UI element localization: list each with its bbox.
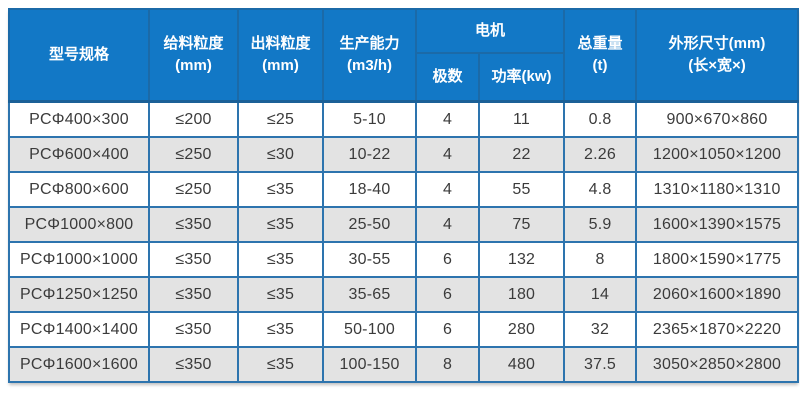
cell-model: PCΦ400×300 bbox=[8, 100, 150, 138]
cell-power: 132 bbox=[477, 241, 566, 278]
cell-weight: 8 bbox=[563, 241, 638, 278]
cell-dimensions: 1200×1050×1200 bbox=[635, 136, 800, 173]
table-row: PCΦ1400×1400 ≤350 ≤35 50-100 6 280 32 2365×1870… bbox=[8, 311, 800, 348]
cell-feed-size: ≤250 bbox=[148, 136, 239, 173]
cell-dimensions: 3050×2850×2800 bbox=[635, 346, 800, 383]
cell-model: PCΦ1000×800 bbox=[8, 206, 150, 243]
cell-weight: 14 bbox=[563, 276, 638, 313]
cell-output-size: ≤25 bbox=[237, 100, 324, 138]
cell-power: 75 bbox=[477, 206, 566, 243]
cell-model: PCΦ1400×1400 bbox=[8, 311, 150, 348]
cell-weight: 5.9 bbox=[563, 206, 638, 243]
cell-output-size: ≤35 bbox=[237, 346, 324, 383]
cell-capacity: 10-22 bbox=[322, 136, 417, 173]
cell-model: PCΦ800×600 bbox=[8, 171, 150, 208]
cell-feed-size: ≤200 bbox=[148, 100, 239, 138]
header-row-sub: 极数 功率(kw) bbox=[9, 52, 798, 103]
cell-feed-size: ≤350 bbox=[148, 276, 239, 313]
cell-poles: 6 bbox=[415, 276, 480, 313]
table-row: PCΦ600×400 ≤250 ≤30 10-22 4 22 2.26 1200×1050×1… bbox=[8, 136, 800, 173]
cell-power: 280 bbox=[477, 311, 566, 348]
cell-dimensions: 900×670×860 bbox=[635, 100, 800, 138]
table-row: PCΦ1600×1600 ≤350 ≤35 100-150 8 480 37.5 3050×2… bbox=[8, 346, 800, 383]
cell-feed-size: ≤250 bbox=[148, 171, 239, 208]
cell-capacity: 25-50 bbox=[322, 206, 417, 243]
cell-power: 55 bbox=[477, 171, 566, 208]
cell-model: PCΦ1000×1000 bbox=[8, 241, 150, 278]
cell-poles: 6 bbox=[415, 311, 480, 348]
cell-power: 480 bbox=[477, 346, 566, 383]
col-header-model: 型号规格 bbox=[8, 8, 150, 103]
cell-output-size: ≤35 bbox=[237, 171, 324, 208]
col-header-feed-size: 给料粒度 (mm) bbox=[148, 8, 239, 103]
cell-dimensions: 1310×1180×1310 bbox=[635, 171, 800, 208]
header-row-top: 型号规格 给料粒度 (mm) 出料粒度 (mm) 生产能力 (m3/h) 电机 … bbox=[8, 8, 800, 103]
col-header-poles: 极数 bbox=[415, 52, 480, 103]
cell-dimensions: 2060×1600×1890 bbox=[635, 276, 800, 313]
cell-output-size: ≤35 bbox=[237, 311, 324, 348]
col-header-motor: 电机 bbox=[414, 8, 566, 54]
cell-feed-size: ≤350 bbox=[148, 346, 239, 383]
cell-capacity: 30-55 bbox=[322, 241, 417, 278]
cell-capacity: 50-100 bbox=[322, 311, 417, 348]
table-row: PCΦ400×300 ≤200 ≤25 5-10 4 11 0.8 900×670×860 bbox=[8, 100, 800, 138]
col-header-power: 功率(kw) bbox=[477, 52, 566, 103]
cell-capacity: 5-10 bbox=[322, 100, 417, 138]
cell-poles: 8 bbox=[415, 346, 480, 383]
cell-feed-size: ≤350 bbox=[148, 311, 239, 348]
table-body: PCΦ400×300 ≤200 ≤25 5-10 4 11 0.8 900×670×860 PC… bbox=[8, 100, 800, 383]
table-row: PCΦ1000×800 ≤350 ≤35 25-50 4 75 5.9 1600×1390×1… bbox=[8, 206, 800, 243]
cell-weight: 32 bbox=[563, 311, 638, 348]
cell-poles: 4 bbox=[415, 171, 480, 208]
cell-dimensions: 2365×1870×2220 bbox=[635, 311, 800, 348]
cell-model: PCΦ600×400 bbox=[8, 136, 150, 173]
table-row: PCΦ800×600 ≤250 ≤35 18-40 4 55 4.8 1310×1180×13… bbox=[8, 171, 800, 208]
cell-feed-size: ≤350 bbox=[148, 206, 239, 243]
crusher-spec-table: 型号规格 给料粒度 (mm) 出料粒度 (mm) 生产能力 (m3/h) 电机 … bbox=[8, 8, 800, 383]
cell-output-size: ≤35 bbox=[237, 241, 324, 278]
cell-power: 180 bbox=[477, 276, 566, 313]
cell-feed-size: ≤350 bbox=[148, 241, 239, 278]
cell-power: 11 bbox=[477, 100, 566, 138]
cell-output-size: ≤30 bbox=[237, 136, 324, 173]
cell-dimensions: 1800×1590×1775 bbox=[635, 241, 800, 278]
cell-output-size: ≤35 bbox=[237, 276, 324, 313]
cell-poles: 6 bbox=[415, 241, 480, 278]
cell-capacity: 35-65 bbox=[322, 276, 417, 313]
cell-power: 22 bbox=[477, 136, 566, 173]
col-header-output-size: 出料粒度 (mm) bbox=[237, 8, 324, 103]
cell-weight: 0.8 bbox=[563, 100, 638, 138]
table-header: 型号规格 给料粒度 (mm) 出料粒度 (mm) 生产能力 (m3/h) 电机 … bbox=[8, 8, 800, 103]
cell-poles: 4 bbox=[415, 206, 480, 243]
cell-capacity: 100-150 bbox=[322, 346, 417, 383]
cell-capacity: 18-40 bbox=[322, 171, 417, 208]
cell-weight: 4.8 bbox=[563, 171, 638, 208]
cell-weight: 2.26 bbox=[563, 136, 638, 173]
cell-model: PCΦ1250×1250 bbox=[8, 276, 150, 313]
cell-dimensions: 1600×1390×1575 bbox=[635, 206, 800, 243]
cell-output-size: ≤35 bbox=[237, 206, 324, 243]
col-header-capacity: 生产能力 (m3/h) bbox=[322, 8, 417, 103]
col-header-dimensions: 外形尺寸(mm) (长×宽×) bbox=[635, 8, 800, 103]
cell-weight: 37.5 bbox=[563, 346, 638, 383]
table-row: PCΦ1250×1250 ≤350 ≤35 35-65 6 180 14 2060×1600×… bbox=[8, 276, 800, 313]
cell-poles: 4 bbox=[415, 136, 480, 173]
table-row: PCΦ1000×1000 ≤350 ≤35 30-55 6 132 8 1800×1590×1… bbox=[8, 241, 800, 278]
cell-poles: 4 bbox=[415, 100, 480, 138]
col-header-weight: 总重量 (t) bbox=[563, 8, 638, 103]
cell-model: PCΦ1600×1600 bbox=[8, 346, 150, 383]
